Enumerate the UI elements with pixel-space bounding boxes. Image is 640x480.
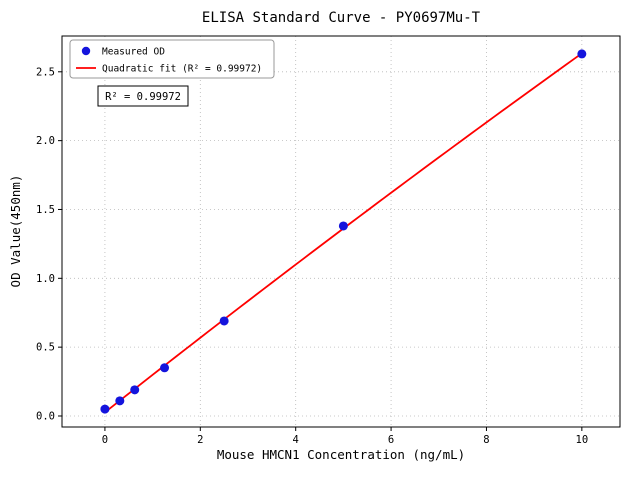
legend-label-fit: Quadratic fit (R² = 0.99972) [102, 64, 262, 75]
data-point [115, 396, 125, 406]
plot-border [61, 35, 621, 428]
x-tick-label: 0 [102, 434, 108, 446]
legend-marker-measured [81, 46, 91, 56]
x-tick-label: 2 [197, 434, 203, 446]
y-tick-labels: 0.0 0.5 1.0 1.5 2.0 2.5 [36, 66, 55, 422]
y-tick-label: 1.0 [36, 273, 55, 285]
r-squared-text: R² = 0.99972 [105, 91, 181, 103]
y-axis-label: OD Value(450nm) [8, 174, 23, 288]
x-tick-label: 6 [388, 434, 394, 446]
chart-title: ELISA Standard Curve - PY0697Mu-T [201, 10, 481, 26]
y-tick-label: 2.0 [36, 135, 55, 147]
data-point [219, 316, 229, 326]
x-tick-labels: 0 2 4 6 8 10 [102, 434, 588, 446]
y-tick-label: 1.5 [36, 204, 55, 216]
r-squared-box [97, 85, 189, 107]
x-tick-label: 10 [576, 434, 589, 446]
y-tick-label: 0.0 [36, 410, 55, 422]
measured-points [100, 49, 587, 414]
x-axis-label: Mouse HMCN1 Concentration (ng/mL) [216, 447, 466, 462]
x-tick-label: 8 [483, 434, 489, 446]
y-tick-label: 2.5 [36, 66, 55, 78]
data-point [577, 49, 587, 59]
legend-label-measured: Measured OD [102, 47, 165, 58]
data-point [130, 385, 140, 395]
y-tick-label: 0.5 [36, 342, 55, 354]
fit-line [104, 52, 583, 414]
x-tick-label: 4 [293, 434, 299, 446]
data-point [338, 221, 348, 231]
axis-ticks [58, 71, 583, 431]
data-point [100, 404, 110, 414]
data-point [160, 363, 170, 373]
legend-box [69, 39, 275, 79]
